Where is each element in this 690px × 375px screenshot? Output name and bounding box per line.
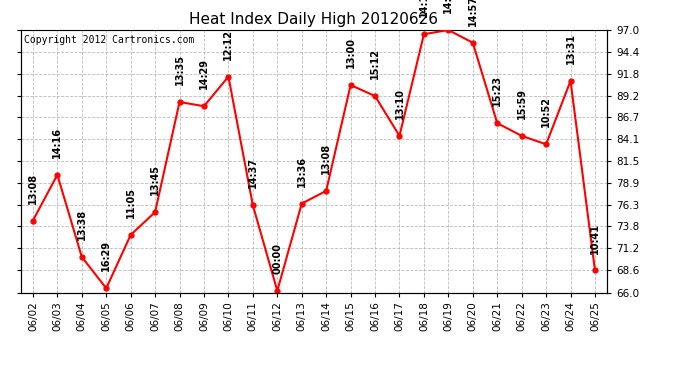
Text: 14:29: 14:29: [199, 58, 209, 89]
Text: 13:36: 13:36: [297, 156, 307, 187]
Text: 13:08: 13:08: [28, 172, 38, 204]
Text: 12:12: 12:12: [224, 28, 233, 60]
Text: 16:29: 16:29: [101, 240, 111, 272]
Text: Copyright 2012 Cartronics.com: Copyright 2012 Cartronics.com: [23, 35, 194, 45]
Text: 13:45: 13:45: [150, 164, 160, 195]
Text: 13:38: 13:38: [77, 209, 87, 240]
Text: 15:59: 15:59: [517, 88, 526, 119]
Text: 14:37: 14:37: [248, 158, 258, 188]
Title: Heat Index Daily High 20120626: Heat Index Daily High 20120626: [190, 12, 438, 27]
Text: 10:41: 10:41: [590, 222, 600, 254]
Text: 10:52: 10:52: [541, 96, 551, 128]
Text: 15:12: 15:12: [370, 48, 380, 79]
Text: 13:35: 13:35: [175, 54, 184, 85]
Text: 13:08: 13:08: [321, 143, 331, 174]
Text: 14:57: 14:57: [468, 0, 477, 26]
Text: 14:55: 14:55: [444, 0, 453, 13]
Text: 13:00: 13:00: [346, 37, 355, 68]
Text: 13:10: 13:10: [395, 88, 404, 119]
Text: 14:19: 14:19: [419, 0, 429, 17]
Text: 15:23: 15:23: [492, 75, 502, 106]
Text: 13:31: 13:31: [566, 33, 575, 64]
Text: 11:05: 11:05: [126, 187, 136, 218]
Text: 00:00: 00:00: [273, 243, 282, 274]
Text: 14:16: 14:16: [52, 127, 62, 158]
